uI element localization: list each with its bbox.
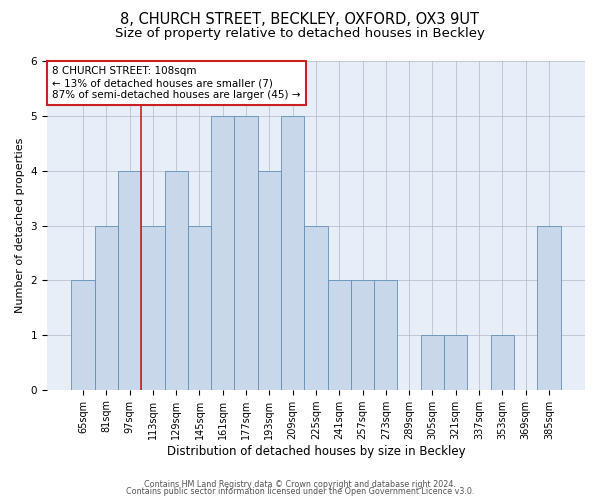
Text: 8, CHURCH STREET, BECKLEY, OXFORD, OX3 9UT: 8, CHURCH STREET, BECKLEY, OXFORD, OX3 9… (121, 12, 479, 28)
Bar (491, 335, 514, 390)
Bar (95, 226, 118, 390)
Text: Contains public sector information licensed under the Open Government Licence v3: Contains public sector information licen… (126, 487, 474, 496)
Bar (141, 226, 164, 390)
Y-axis label: Number of detached properties: Number of detached properties (15, 138, 25, 314)
Bar (328, 280, 351, 390)
Bar (351, 280, 374, 390)
Bar (258, 171, 281, 390)
Bar (304, 226, 328, 390)
Bar (444, 335, 467, 390)
Text: 8 CHURCH STREET: 108sqm
← 13% of detached houses are smaller (7)
87% of semi-det: 8 CHURCH STREET: 108sqm ← 13% of detache… (52, 66, 301, 100)
Bar (188, 226, 211, 390)
Text: Size of property relative to detached houses in Beckley: Size of property relative to detached ho… (115, 28, 485, 40)
Text: Contains HM Land Registry data © Crown copyright and database right 2024.: Contains HM Land Registry data © Crown c… (144, 480, 456, 489)
Bar (374, 280, 397, 390)
Bar (235, 116, 258, 390)
X-axis label: Distribution of detached houses by size in Beckley: Distribution of detached houses by size … (167, 444, 465, 458)
Bar (421, 335, 444, 390)
Bar (537, 226, 560, 390)
Bar (211, 116, 235, 390)
Bar (164, 171, 188, 390)
Bar (118, 171, 141, 390)
Bar (71, 280, 95, 390)
Bar (281, 116, 304, 390)
